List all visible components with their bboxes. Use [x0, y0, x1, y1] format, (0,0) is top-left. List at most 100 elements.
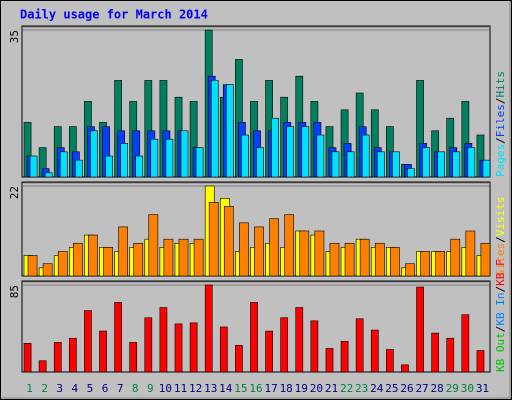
- legend-entry: KB Out: [494, 332, 507, 372]
- bar: [284, 214, 295, 277]
- bar: [344, 242, 355, 277]
- legend: KB Out/KB In/KB F: [494, 259, 507, 372]
- bar: [159, 307, 168, 373]
- legend-entry: Pages: [494, 144, 507, 177]
- bar: [374, 242, 385, 277]
- legend-separator: /: [494, 326, 507, 333]
- bar: [204, 284, 213, 373]
- bar: [314, 230, 325, 277]
- bar: [150, 138, 159, 178]
- bar: [163, 238, 174, 277]
- x-tick-label: 18: [280, 382, 293, 395]
- x-tick-label: 7: [117, 382, 124, 395]
- legend-entry: Files: [494, 104, 507, 137]
- bar: [416, 286, 424, 373]
- legend-separator: /: [494, 98, 507, 105]
- bar: [42, 263, 53, 277]
- bar: [84, 310, 92, 373]
- bar: [437, 151, 446, 178]
- bar: [340, 340, 349, 373]
- legend-entry: KB F: [494, 259, 507, 286]
- bar: [359, 238, 370, 277]
- bar: [180, 130, 189, 178]
- bar: [271, 117, 279, 178]
- bar: [178, 238, 189, 277]
- bar: [144, 317, 153, 373]
- bar: [386, 349, 394, 373]
- bar: [422, 147, 430, 178]
- legend-entry: Visits: [494, 197, 507, 237]
- x-tick-label: 1: [26, 382, 33, 395]
- x-tick-label: 13: [204, 382, 217, 395]
- bar: [435, 251, 446, 277]
- legend-separator: /: [494, 286, 507, 293]
- x-tick-label: 26: [400, 382, 413, 395]
- legend: Pages/Files/Hits: [494, 71, 507, 177]
- legend-entry: Sites: [494, 243, 507, 276]
- bar: [99, 330, 107, 373]
- bar: [401, 364, 409, 373]
- bar: [208, 202, 219, 277]
- bar: [446, 337, 455, 373]
- bar: [482, 159, 491, 178]
- x-tick-label: 15: [234, 382, 247, 395]
- bar: [114, 302, 122, 373]
- x-tick-label: 12: [189, 382, 202, 395]
- bar: [174, 323, 183, 373]
- legend-entry: Hits: [494, 71, 507, 98]
- bar: [250, 302, 258, 373]
- bar: [189, 322, 198, 373]
- x-tick-label: 16: [249, 382, 262, 395]
- bar: [256, 147, 264, 178]
- x-tick-label: 2: [41, 382, 48, 395]
- bar: [68, 337, 77, 373]
- bar: [29, 155, 38, 178]
- bar: [295, 307, 304, 373]
- bar: [225, 84, 234, 178]
- bar: [195, 147, 204, 178]
- x-tick-label: 21: [325, 382, 338, 395]
- bar: [370, 329, 379, 373]
- x-tick-label: 3: [56, 382, 63, 395]
- bar: [53, 342, 62, 373]
- y-tick-label: 85: [8, 285, 21, 298]
- x-tick-label: 31: [476, 382, 489, 395]
- legend-separator: /: [494, 236, 507, 243]
- bar: [405, 263, 415, 277]
- bar: [193, 238, 204, 277]
- bar: [103, 247, 113, 277]
- y-tick-label: 35: [8, 30, 21, 43]
- bar: [325, 348, 334, 373]
- bar: [265, 330, 273, 373]
- bar: [118, 226, 128, 277]
- bar: [450, 238, 461, 277]
- bar: [133, 242, 144, 277]
- bar: [210, 80, 219, 178]
- x-tick-label: 8: [132, 382, 139, 395]
- bar: [376, 151, 385, 178]
- bar: [286, 126, 295, 178]
- bar: [254, 226, 264, 277]
- bar: [461, 314, 470, 373]
- bar: [346, 151, 355, 178]
- x-tick-label: 17: [264, 382, 277, 395]
- bar: [88, 234, 98, 277]
- bar: [120, 143, 128, 178]
- x-tick-label: 30: [461, 382, 474, 395]
- bar: [135, 155, 144, 178]
- bar: [74, 159, 83, 178]
- bar: [27, 255, 38, 277]
- x-tick-label: 24: [370, 382, 384, 395]
- bar: [59, 151, 68, 178]
- bar: [105, 155, 113, 178]
- x-tick-label: 11: [174, 382, 187, 395]
- bar: [407, 168, 415, 178]
- x-tick-label: 19: [295, 382, 308, 395]
- bar: [431, 332, 440, 373]
- bar: [219, 326, 228, 373]
- legend-separator: /: [494, 137, 507, 144]
- x-tick-label: 14: [219, 382, 233, 395]
- x-tick-label: 20: [310, 382, 323, 395]
- y-tick-label: 22: [8, 186, 21, 199]
- bar: [299, 230, 310, 277]
